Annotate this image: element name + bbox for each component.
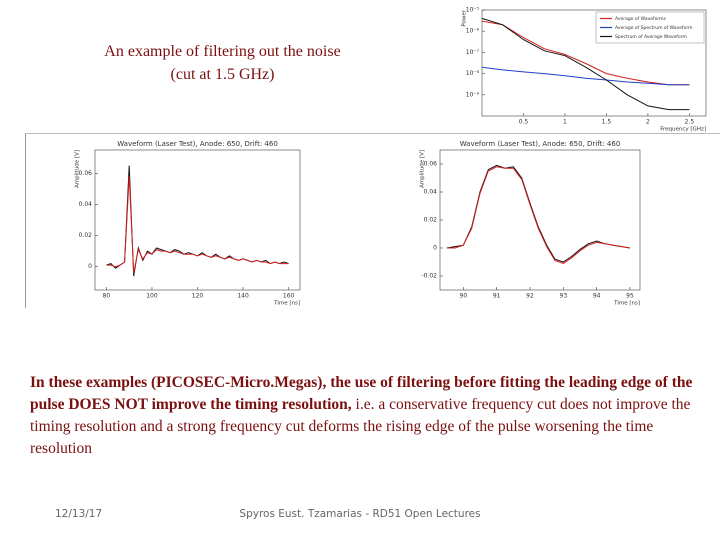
x-tick-label: 120 [192, 293, 204, 300]
body-normal: i.e. a conservative frequency cut does n… [30, 396, 691, 457]
series-line [481, 20, 690, 86]
y-tick-label: 10⁻⁹ [466, 91, 480, 98]
series-line [446, 166, 631, 264]
legend-label: Average of Spectrum of Waveform [615, 25, 693, 31]
y-tick-label: 0.04 [79, 201, 93, 208]
x-tick-label: 0.5 [519, 119, 529, 126]
plot-frame [439, 149, 641, 291]
y-axis-label: Amplitude [V] [75, 150, 81, 188]
footer-author: Spyros Eust. Tzamarias - RD51 Open Lectu… [239, 508, 481, 520]
y-tick-label: 0.06 [79, 170, 93, 177]
y-tick-label: 0 [433, 245, 437, 252]
series-line [481, 66, 690, 86]
plot-frame [481, 9, 707, 117]
y-tick-label: 10⁻⁶ [466, 28, 480, 35]
title-line: An example of filtering out the noise [104, 43, 341, 60]
body-text: In these examples (PICOSEC-Micro.Megas),… [30, 372, 695, 460]
y-tick-label: 10⁻⁸ [466, 70, 480, 77]
y-tick-label: -0.02 [421, 273, 437, 280]
x-tick-label: 2.5 [685, 119, 695, 126]
plot-title: Waveform (Laser Test), Anode: 650, Drift… [460, 140, 621, 148]
slide-title: An example of filtering out the noise (c… [60, 40, 385, 86]
y-tick-label: 0.02 [79, 232, 93, 239]
x-tick-label: 95 [626, 293, 634, 300]
y-tick-label: 0.04 [424, 189, 438, 196]
plot-title: Waveform (Laser Test), Anode: 650, Drift… [117, 140, 278, 148]
x-tick-label: 160 [283, 293, 295, 300]
x-axis-label: Time [ns] [613, 301, 640, 307]
x-tick-label: 90 [460, 293, 468, 300]
x-tick-label: 1 [563, 119, 567, 126]
title-line: (cut at 1.5 GHz) [170, 66, 275, 83]
footer-date: 12/13/17 [55, 508, 103, 520]
x-axis-label: Time [ns] [273, 301, 300, 307]
x-tick-label: 91 [493, 293, 501, 300]
body-bold: In these examples (PICOSEC-Micro.Megas),… [30, 374, 693, 413]
legend-box [595, 11, 705, 44]
x-tick-label: 94 [593, 293, 601, 300]
series-line [481, 17, 690, 111]
x-tick-label: 92 [526, 293, 534, 300]
y-tick-label: 10⁻⁵ [466, 7, 480, 14]
x-tick-label: 2 [646, 119, 650, 126]
x-tick-label: 1.5 [602, 119, 612, 126]
plot-frame [94, 149, 301, 291]
legend-label: Average of Waveforms [615, 16, 667, 22]
y-tick-label: 0.02 [424, 217, 438, 224]
y-axis-label: Power [462, 9, 468, 26]
y-axis-label: Amplitude [V] [420, 150, 426, 188]
x-axis-label: Frequency [GHz] [660, 127, 706, 133]
x-tick-label: 80 [103, 293, 111, 300]
y-tick-label: 0.06 [424, 161, 438, 168]
y-tick-label: 10⁻⁷ [466, 49, 480, 56]
x-tick-label: 93 [560, 293, 568, 300]
y-tick-label: 0 [88, 263, 92, 270]
series-line [106, 176, 289, 273]
x-tick-label: 100 [146, 293, 158, 300]
legend-label: Spectrum of Average Waveform [615, 34, 687, 40]
x-tick-label: 140 [237, 293, 249, 300]
